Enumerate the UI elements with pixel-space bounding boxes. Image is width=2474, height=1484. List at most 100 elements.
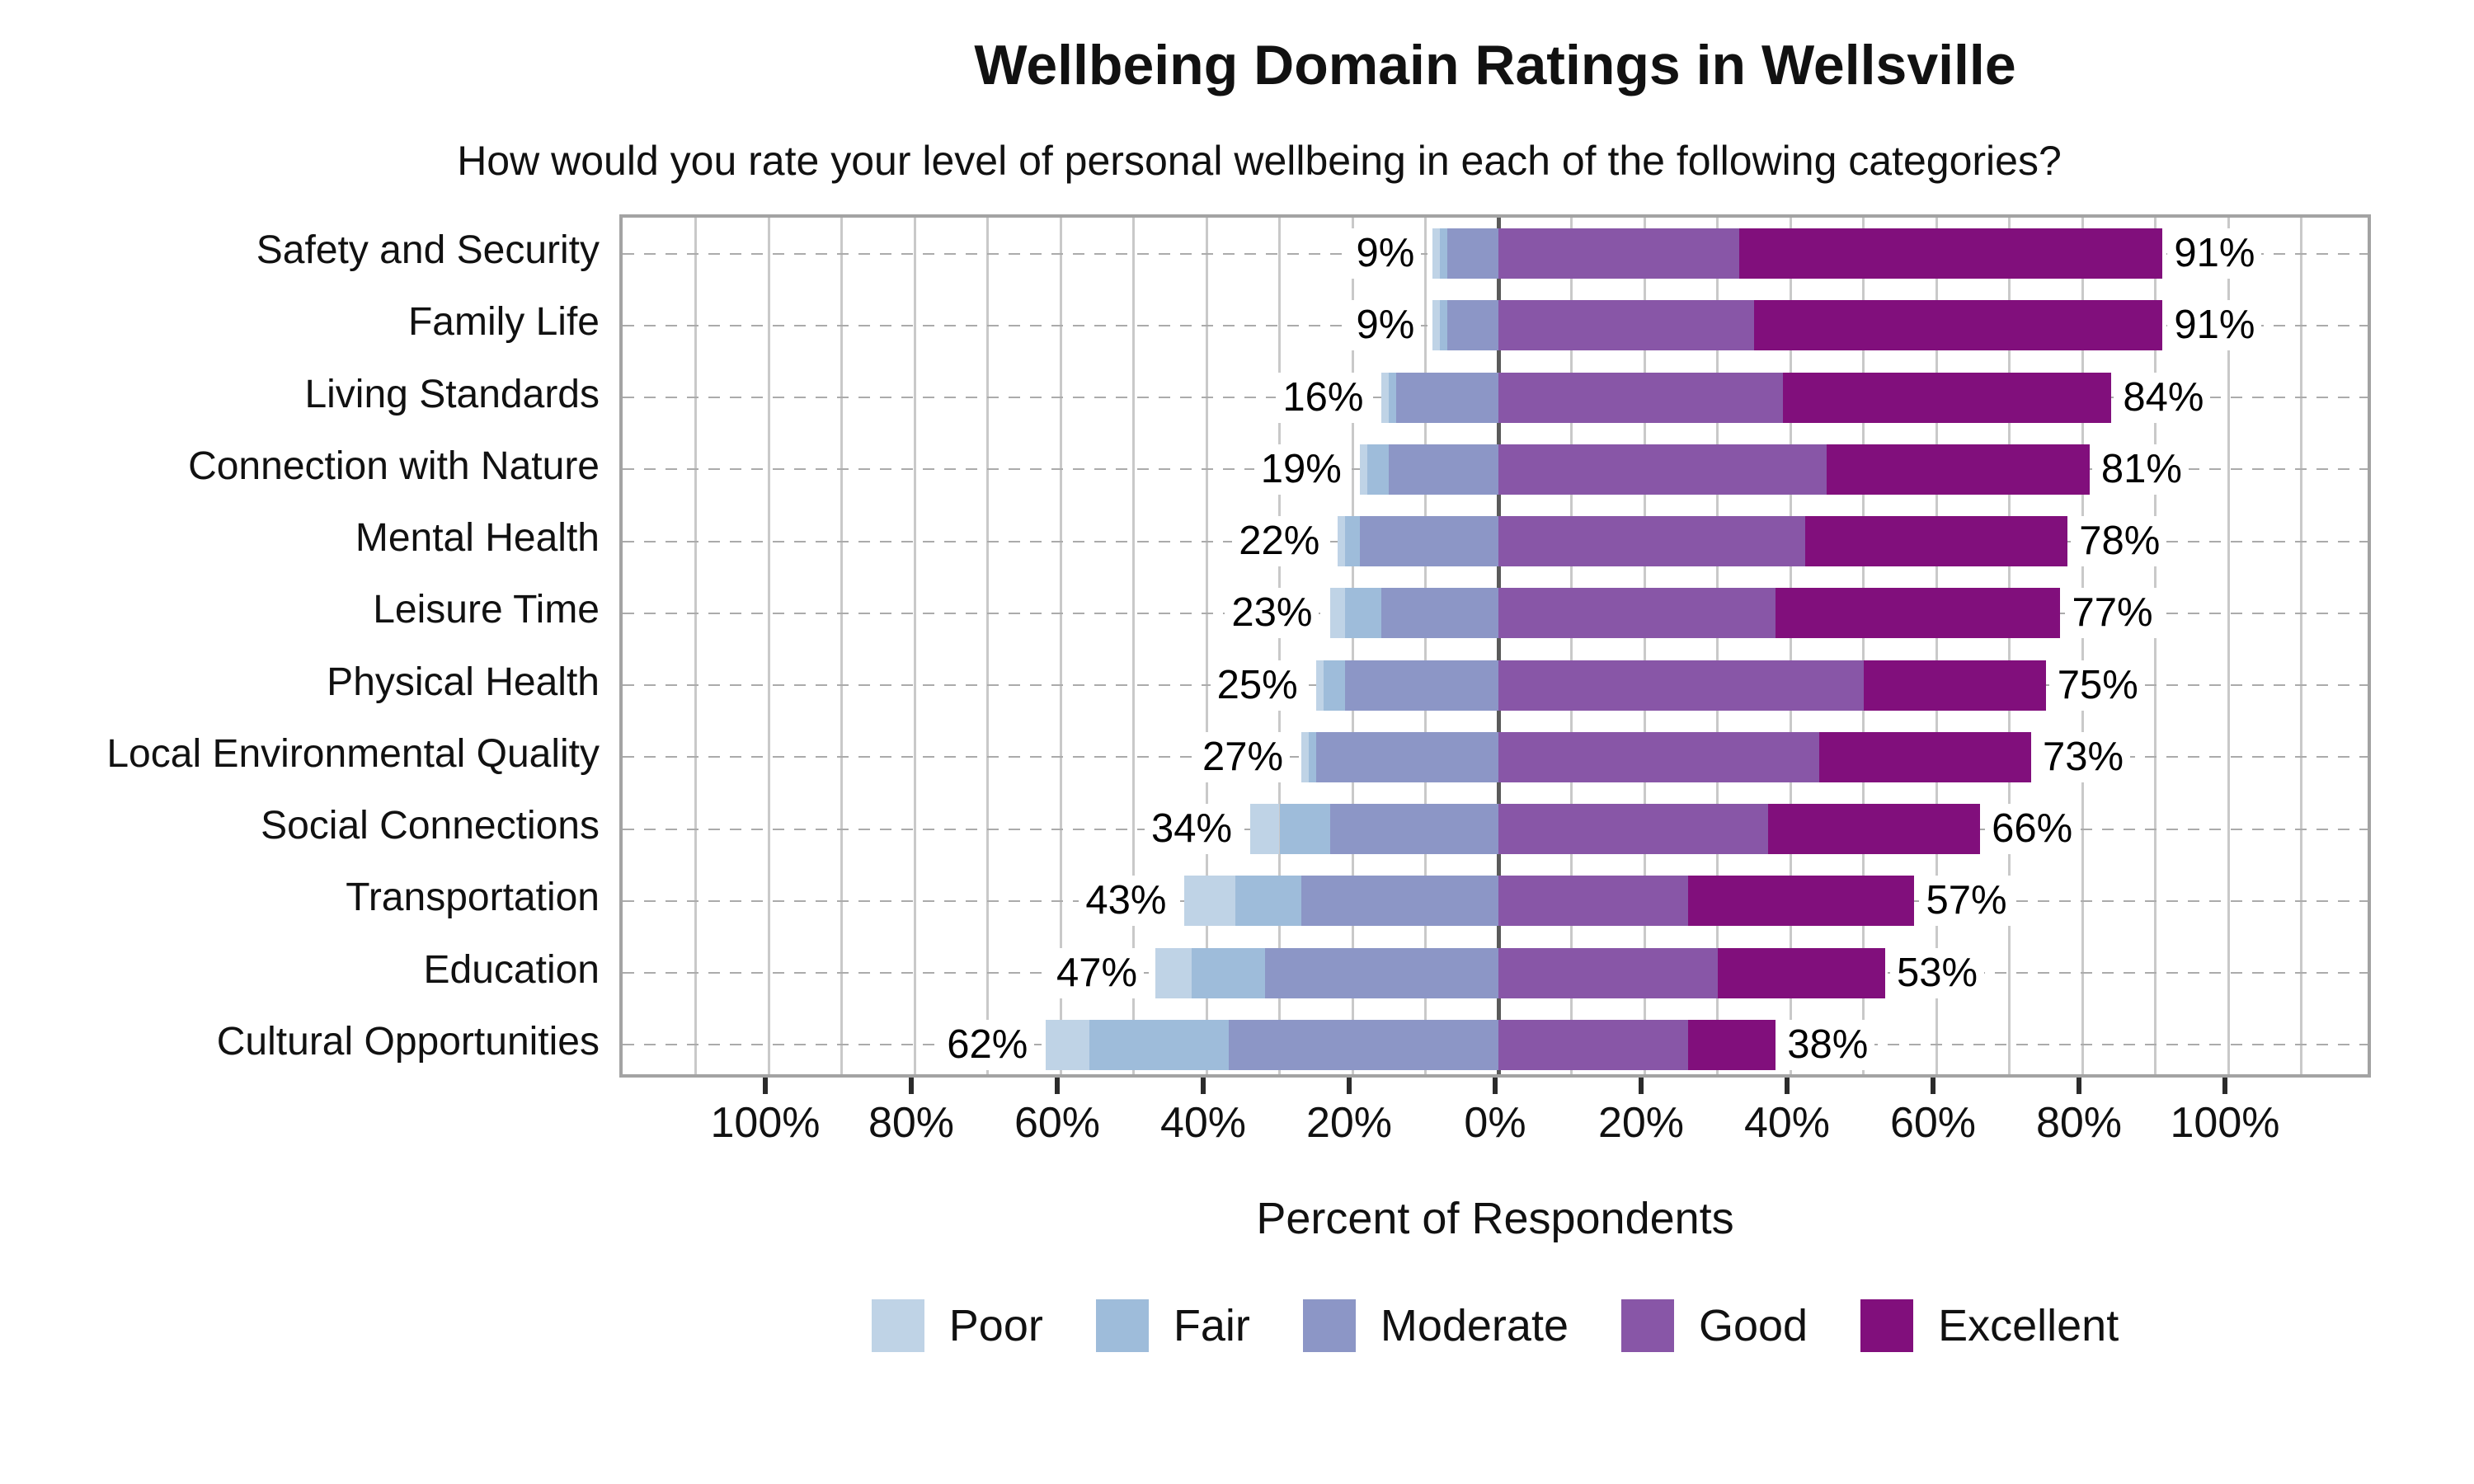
bar-left-total-label: 19%: [1253, 444, 1348, 495]
x-tick: [1639, 1078, 1644, 1094]
bar-right-total-label: 91%: [2167, 228, 2262, 279]
bar-segment-excellent: [1827, 444, 2090, 495]
bar-segment-good: [1498, 660, 1864, 711]
bar-segment-moderate: [1447, 228, 1498, 279]
vertical-gridline: [767, 218, 770, 1074]
category-label: Mental Health: [355, 516, 600, 561]
vertical-gridline: [2154, 218, 2157, 1074]
bar-segment-poor: [1250, 804, 1280, 855]
bar-segment-moderate: [1389, 444, 1498, 495]
bar-left-total-label: 43%: [1079, 876, 1174, 927]
x-tick: [2077, 1078, 2081, 1094]
x-tick: [1493, 1078, 1498, 1094]
bar-left-total-label: 34%: [1145, 804, 1239, 855]
category-label: Living Standards: [304, 372, 600, 416]
x-tick-label: 20%: [1305, 1099, 1393, 1147]
bar-segment-fair: [1440, 228, 1448, 279]
bar-segment-fair: [1345, 588, 1382, 639]
bar-segment-excellent: [1753, 300, 2163, 351]
legend-swatch-poor: [871, 1299, 924, 1352]
legend-label-good: Good: [1698, 1301, 1808, 1350]
legend-item-moderate: Moderate: [1302, 1299, 1569, 1352]
legend-item-fair: Fair: [1095, 1299, 1250, 1352]
x-tick: [2222, 1078, 2227, 1094]
bar-right-total-label: 77%: [2065, 588, 2160, 639]
vertical-gridline: [913, 218, 916, 1074]
bar-segment-excellent: [1768, 804, 1981, 855]
bar-right-total-label: 91%: [2167, 300, 2262, 351]
bar-right-total-label: 84%: [2116, 372, 2211, 423]
vertical-gridline: [1278, 218, 1281, 1074]
bar-segment-poor: [1315, 660, 1324, 711]
bar-segment-good: [1498, 516, 1805, 567]
legend-swatch-excellent: [1860, 1299, 1914, 1352]
bar-segment-excellent: [1863, 660, 2046, 711]
vertical-gridline: [2300, 218, 2302, 1074]
category-label: Education: [423, 947, 600, 992]
legend-label-excellent: Excellent: [1938, 1301, 2119, 1350]
bar-left-total-label: 9%: [1349, 300, 1422, 351]
bar-left-total-label: 16%: [1276, 372, 1371, 423]
legend-label-moderate: Moderate: [1380, 1301, 1569, 1350]
vertical-gridline: [1205, 218, 1208, 1074]
x-tick: [909, 1078, 914, 1094]
chart-subtitle: How would you rate your level of persona…: [457, 138, 2062, 184]
vertical-gridline: [1643, 218, 1646, 1074]
bar-segment-moderate: [1381, 588, 1498, 639]
bar-left-total-label: 27%: [1195, 731, 1291, 782]
bar-segment-poor: [1155, 947, 1192, 998]
vertical-gridline: [1424, 218, 1427, 1074]
bar-segment-poor: [1381, 372, 1390, 423]
bar-left-total-label: 23%: [1225, 588, 1319, 639]
bar-segment-moderate: [1301, 876, 1498, 927]
bar-right-total-label: 53%: [1890, 947, 1985, 998]
category-label: Local Environmental Quality: [106, 731, 600, 776]
vertical-gridline: [2081, 218, 2084, 1074]
x-tick: [1201, 1078, 1206, 1094]
vertical-gridline: [986, 218, 989, 1074]
bar-left-total-label: 47%: [1049, 947, 1145, 998]
bar-segment-good: [1498, 444, 1827, 495]
vertical-gridline: [1059, 218, 1062, 1074]
category-axis-labels: Safety and Security Family Life Living Sta…: [0, 214, 608, 1078]
x-axis: 100% 80% 60% 40% 20% 0% 20% 40% 60% 80% 100%: [619, 1078, 2371, 1209]
x-tick: [763, 1078, 768, 1094]
bar-segment-excellent: [1717, 947, 1886, 998]
x-tick-label: 20%: [1597, 1099, 1685, 1147]
x-tick-label: 80%: [2035, 1099, 2123, 1147]
x-tick: [1347, 1078, 1352, 1094]
bar-segment-moderate: [1315, 731, 1498, 782]
bar-segment-good: [1498, 300, 1754, 351]
bar-segment-fair: [1089, 1019, 1229, 1070]
bar-segment-fair: [1389, 372, 1397, 423]
legend-swatch-fair: [1095, 1299, 1149, 1352]
bar-left-total-label: 22%: [1232, 516, 1327, 567]
legend-swatch-good: [1620, 1299, 1674, 1352]
category-label: Physical Health: [327, 660, 600, 704]
x-tick: [1931, 1078, 1935, 1094]
vertical-gridline: [1570, 218, 1573, 1074]
bar-segment-moderate: [1228, 1019, 1498, 1070]
bar-segment-good: [1498, 804, 1769, 855]
bar-right-total-label: 66%: [1985, 804, 2080, 855]
bar-segment-excellent: [1688, 876, 1915, 927]
x-tick-label: 40%: [1743, 1099, 1831, 1147]
bar-segment-moderate: [1330, 804, 1498, 855]
vertical-gridline: [840, 218, 843, 1074]
legend-item-excellent: Excellent: [1860, 1299, 2119, 1352]
x-tick-label: 40%: [1159, 1099, 1247, 1147]
bar-segment-poor: [1359, 444, 1367, 495]
category-label: Transportation: [346, 876, 600, 920]
bar-segment-fair: [1192, 947, 1265, 998]
vertical-gridline: [2008, 218, 2011, 1074]
category-label: Connection with Nature: [188, 444, 600, 488]
bar-segment-fair: [1366, 444, 1390, 495]
bar-segment-moderate: [1264, 947, 1498, 998]
bar-segment-good: [1498, 731, 1820, 782]
bar-segment-poor: [1338, 516, 1346, 567]
bar-right-total-label: 57%: [1919, 876, 2014, 927]
bar-segment-moderate: [1396, 372, 1498, 423]
x-tick: [1055, 1078, 1060, 1094]
x-tick-label: 60%: [1889, 1099, 1977, 1147]
